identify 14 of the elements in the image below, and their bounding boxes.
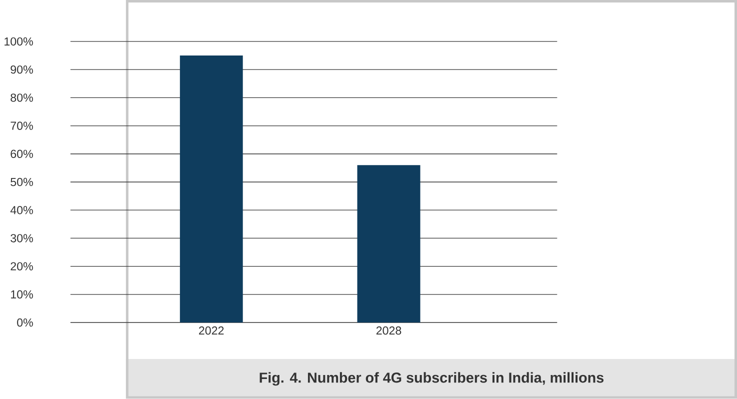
x-tick-label: 2028 [376, 326, 402, 335]
y-tick-label: 40% [10, 206, 33, 214]
y-tick-label: 70% [10, 122, 33, 130]
y-tick-label: 60% [10, 150, 33, 158]
y-tick-label: 30% [10, 234, 33, 242]
y-tick-label: 50% [10, 178, 33, 186]
y-tick-label: 20% [10, 262, 33, 271]
y-tick-label: 100% [4, 37, 33, 46]
y-tick-label: 80% [10, 94, 33, 102]
x-tick-label: 2022 [199, 326, 224, 335]
text: Fig. 4. Number of 4G subscribers in India, millions [260, 372, 604, 386]
y-tick-label: 0% [17, 318, 33, 327]
y-tick-label: 10% [11, 290, 33, 299]
y-tick-label: 90% [10, 66, 33, 74]
